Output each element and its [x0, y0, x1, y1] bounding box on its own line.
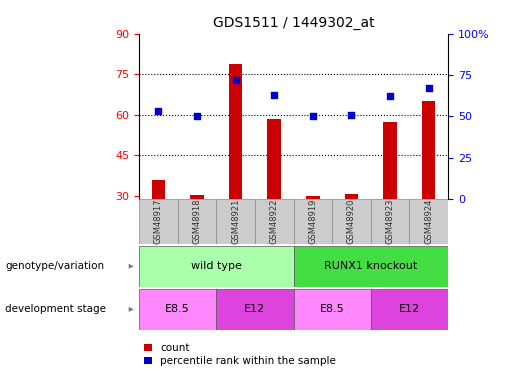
Text: GSM48919: GSM48919	[308, 199, 317, 244]
Text: GSM48921: GSM48921	[231, 199, 240, 244]
Legend: count, percentile rank within the sample: count, percentile rank within the sample	[144, 343, 336, 366]
Bar	[178, 199, 216, 244]
Text: E12: E12	[399, 304, 420, 314]
Bar	[151, 180, 165, 199]
Bar	[422, 101, 436, 199]
Bar	[190, 195, 204, 199]
Bar	[306, 195, 320, 199]
Bar	[139, 199, 178, 244]
Text: GSM48920: GSM48920	[347, 199, 356, 244]
Text: genotype/variation: genotype/variation	[5, 261, 104, 271]
Bar	[332, 199, 371, 244]
Text: RUNX1 knockout: RUNX1 knockout	[324, 261, 418, 271]
Bar	[255, 199, 294, 244]
Bar	[294, 199, 332, 244]
Point	[154, 108, 163, 114]
Point	[424, 85, 433, 91]
Title: GDS1511 / 1449302_at: GDS1511 / 1449302_at	[213, 16, 374, 30]
Text: wild type: wild type	[191, 261, 242, 271]
Bar	[139, 289, 216, 330]
Bar	[267, 119, 281, 199]
Point	[270, 92, 278, 98]
Text: GSM48922: GSM48922	[270, 199, 279, 244]
Text: GSM48917: GSM48917	[154, 198, 163, 244]
Point	[347, 112, 355, 118]
Text: E8.5: E8.5	[165, 304, 190, 314]
Bar	[216, 289, 294, 330]
Bar	[294, 289, 371, 330]
Bar	[139, 246, 294, 287]
Bar	[371, 289, 448, 330]
Bar	[294, 246, 448, 287]
Bar	[371, 199, 409, 244]
Text: E8.5: E8.5	[320, 304, 345, 314]
Point	[386, 93, 394, 99]
Text: development stage: development stage	[5, 304, 106, 314]
Text: GSM48924: GSM48924	[424, 199, 433, 244]
Bar	[409, 199, 448, 244]
Bar	[383, 122, 397, 199]
Bar	[345, 194, 358, 199]
Point	[232, 77, 240, 83]
Bar	[229, 63, 243, 199]
Text: GSM48918: GSM48918	[193, 198, 201, 244]
Text: E12: E12	[244, 304, 266, 314]
Point	[193, 113, 201, 119]
Text: GSM48923: GSM48923	[386, 198, 394, 244]
Point	[309, 113, 317, 119]
Bar	[216, 199, 255, 244]
